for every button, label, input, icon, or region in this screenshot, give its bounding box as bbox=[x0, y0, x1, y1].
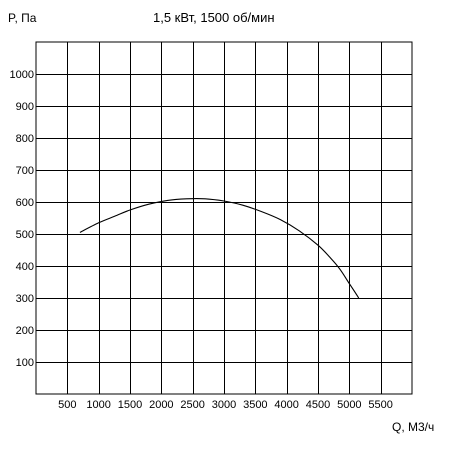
grid bbox=[36, 42, 412, 394]
x-axis-label: Q, М3/ч bbox=[392, 420, 434, 434]
y-tick-label: 400 bbox=[16, 261, 34, 273]
x-tick-label: 3000 bbox=[212, 399, 236, 411]
y-tick-label: 800 bbox=[16, 133, 34, 145]
y-tick-label: 200 bbox=[16, 325, 34, 337]
x-tick-label: 2000 bbox=[149, 399, 173, 411]
y-tick-label: 600 bbox=[16, 197, 34, 209]
x-tick-label: 4000 bbox=[274, 399, 298, 411]
series-line-pressure-curve bbox=[79, 197, 360, 299]
y-tick-label: 700 bbox=[16, 165, 34, 177]
x-tick-label: 5000 bbox=[337, 399, 361, 411]
y-tick-label: 300 bbox=[16, 293, 34, 305]
plot-frame bbox=[35, 41, 413, 395]
chart-title: 1,5 кВт, 1500 об/мин bbox=[153, 10, 275, 25]
x-tick-label: 5500 bbox=[368, 399, 392, 411]
y-axis-label: P, Па bbox=[8, 11, 37, 25]
y-tick-label: 1000 bbox=[10, 69, 34, 81]
x-tick-label: 3500 bbox=[243, 399, 267, 411]
y-tick-label: 900 bbox=[16, 101, 34, 113]
y-tick-label: 500 bbox=[16, 229, 34, 241]
x-tick-labels: 500 1000 1500 2000 2500 3000 3500 4000 4500 5000 5… bbox=[58, 399, 393, 411]
y-tick-label: 100 bbox=[16, 357, 34, 369]
x-tick-label: 500 bbox=[58, 399, 76, 411]
x-tick-label: 2500 bbox=[180, 399, 204, 411]
x-tick-label: 4500 bbox=[306, 399, 330, 411]
x-tick-label: 1000 bbox=[86, 399, 110, 411]
y-tick-labels: 100 200 300 400 500 600 700 800 900 1000 bbox=[10, 69, 34, 369]
x-tick-label: 1500 bbox=[118, 399, 142, 411]
